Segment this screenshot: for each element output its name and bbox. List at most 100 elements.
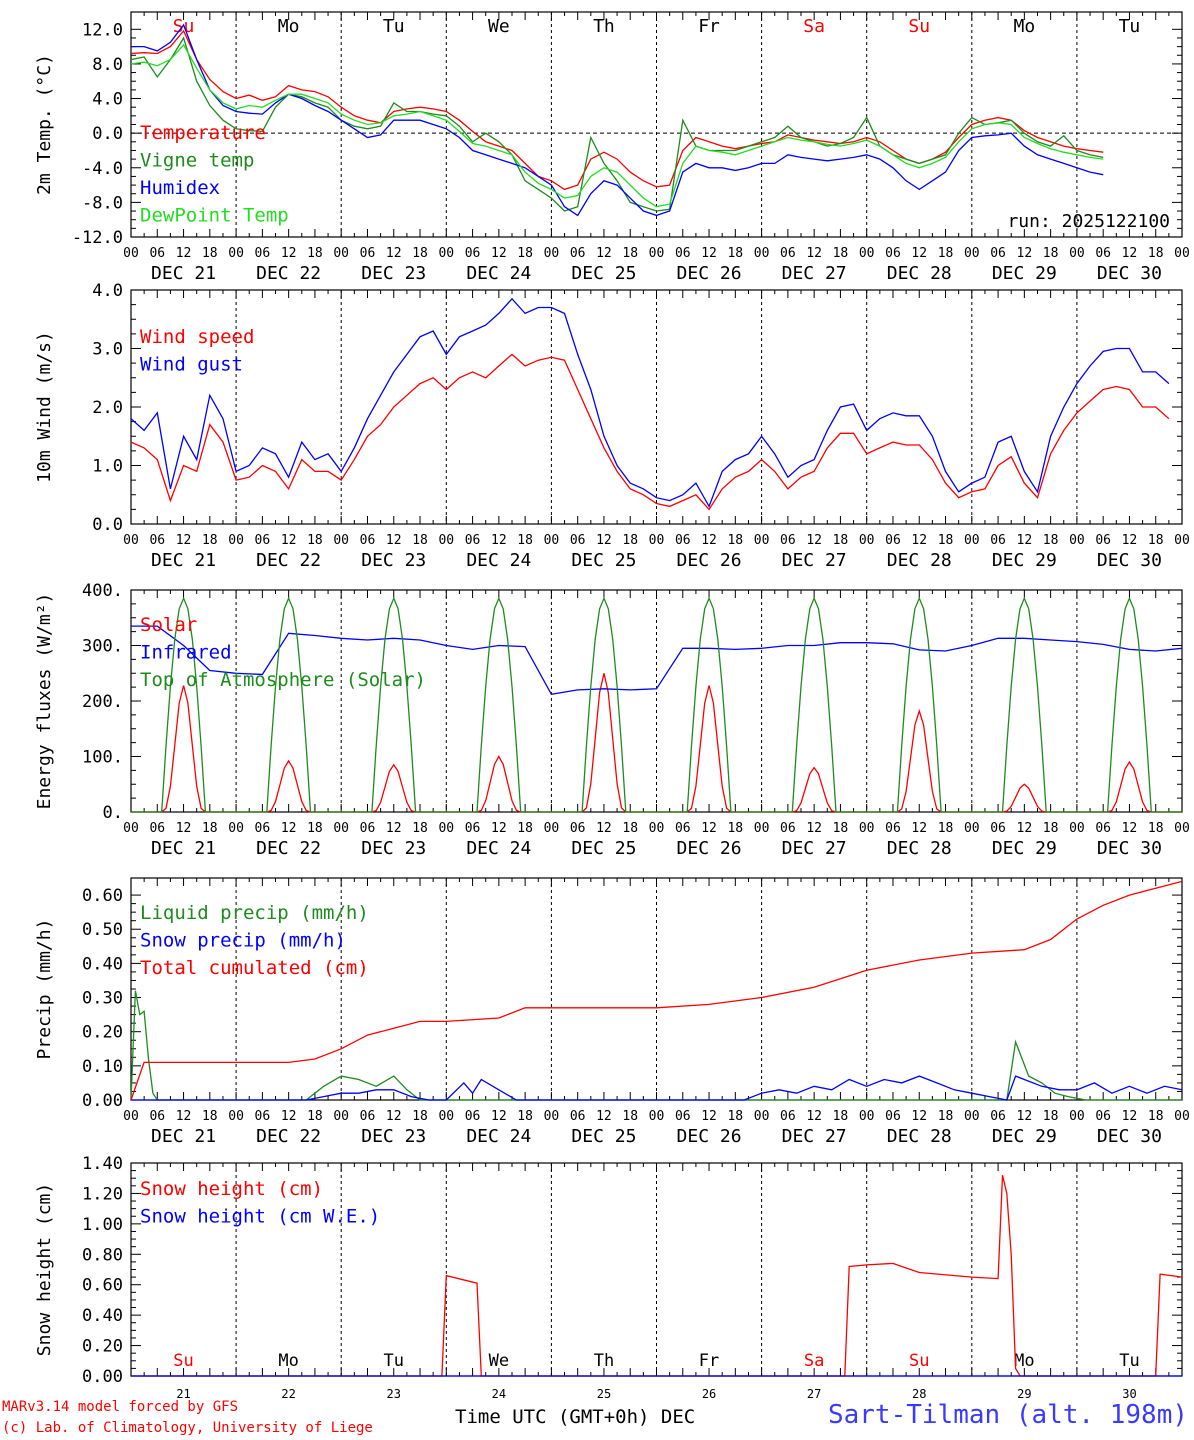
hour-tick-label: 12 <box>806 1109 822 1124</box>
hour-tick-label: 06 <box>255 533 271 548</box>
hour-tick-label: 06 <box>885 533 901 548</box>
weekday-label: Fr <box>699 1351 719 1371</box>
weekday-label: Tu <box>383 16 405 37</box>
series-line-0 <box>131 1175 1183 1377</box>
hour-tick-label: 18 <box>202 1109 218 1124</box>
date-label: DEC 29 <box>992 1126 1057 1147</box>
panel-energy: 400. 300. 200. 100. 0. Energy fluxes (W/m²) 00… <box>34 581 1190 859</box>
hour-tick-label: 12 <box>386 821 402 836</box>
series-line-1 <box>131 625 1183 696</box>
hour-tick-label: 00 <box>228 821 244 836</box>
weekday-label: Mo <box>1014 1351 1034 1371</box>
hour-tick-label: 00 <box>1174 246 1190 261</box>
hour-tick-label: 00 <box>859 821 875 836</box>
date-label: DEC 27 <box>782 263 847 284</box>
y-tick-label: 0.40 <box>82 954 123 974</box>
day-number-label: 29 <box>1017 1387 1031 1401</box>
hour-tick-label: 18 <box>938 533 954 548</box>
weekday-label: We <box>489 1351 509 1371</box>
hour-tick-label: 18 <box>202 246 218 261</box>
hour-tick-label: 06 <box>675 821 691 836</box>
hour-tick-label: 12 <box>491 1109 507 1124</box>
date-label: DEC 26 <box>677 550 742 571</box>
hour-tick-label: 18 <box>1043 1109 1059 1124</box>
weekday-label: Su <box>909 1351 929 1371</box>
hour-tick-label: 12 <box>176 246 192 261</box>
hour-tick-label: 00 <box>544 246 560 261</box>
weekday-label: Tu <box>1119 1351 1139 1371</box>
y-tick-label: 0.60 <box>82 1276 123 1296</box>
hour-tick-label: 06 <box>675 533 691 548</box>
legend-entry: Infrared <box>140 642 232 664</box>
hour-tick-label: 06 <box>885 246 901 261</box>
date-label: DEC 24 <box>466 1126 531 1147</box>
hour-tick-label: 06 <box>360 821 376 836</box>
weekday-label: Th <box>593 16 615 37</box>
day-number-label: 23 <box>387 1387 401 1401</box>
hour-tick-label: 06 <box>885 821 901 836</box>
weekday-label: Tu <box>384 1351 404 1371</box>
legend-entry: Wind speed <box>140 326 254 348</box>
day-number-label: 21 <box>176 1387 190 1401</box>
y-tick-label: 8.0 <box>92 55 123 75</box>
y-tick-label: 0.20 <box>82 1023 123 1043</box>
legend-entry: DewPoint Temp <box>140 205 289 227</box>
date-label: DEC 25 <box>571 1126 636 1147</box>
y-tick-label: 1.20 <box>82 1184 123 1204</box>
y-tick-label: 3.0 <box>92 340 123 360</box>
y-tick-label: 0. <box>103 803 123 823</box>
x-axis-title: Time UTC (GMT+0h) DEC <box>455 1406 696 1428</box>
hour-tick-label: 12 <box>176 1109 192 1124</box>
date-label: DEC 22 <box>256 550 321 571</box>
date-label: DEC 24 <box>466 550 531 571</box>
series-line-1 <box>131 1075 1183 1101</box>
hour-tick-label: 06 <box>990 533 1006 548</box>
hour-tick-label: 12 <box>1122 821 1138 836</box>
hour-tick-label: 00 <box>123 533 139 548</box>
hour-tick-label: 06 <box>990 821 1006 836</box>
hour-tick-label: 18 <box>727 1109 743 1124</box>
hour-tick-label: 06 <box>465 533 481 548</box>
hour-tick-label: 12 <box>491 246 507 261</box>
hour-tick-label: 12 <box>491 533 507 548</box>
hour-tick-label: 00 <box>964 533 980 548</box>
hour-tick-label: 12 <box>701 533 717 548</box>
hour-tick-label: 00 <box>1069 533 1085 548</box>
date-label: DEC 30 <box>1097 263 1162 284</box>
hour-tick-label: 06 <box>570 246 586 261</box>
hour-tick-label: 00 <box>754 246 770 261</box>
hour-tick-label: 12 <box>281 821 297 836</box>
hour-tick-label: 18 <box>307 821 323 836</box>
y-tick-label: 0.40 <box>82 1306 123 1326</box>
legend-entry: Liquid precip (mm/h) <box>140 902 369 924</box>
hour-tick-label: 00 <box>964 1109 980 1124</box>
date-label: DEC 25 <box>571 838 636 859</box>
day-number-label: 25 <box>597 1387 611 1401</box>
hour-tick-label: 12 <box>806 246 822 261</box>
day-number-label: 26 <box>702 1387 716 1401</box>
hour-tick-label: 06 <box>570 533 586 548</box>
hour-tick-label: 00 <box>123 246 139 261</box>
y-tick-label: 300. <box>82 637 123 657</box>
hour-tick-label: 00 <box>649 246 665 261</box>
y-tick-label: 0.60 <box>82 886 123 906</box>
y-tick-label: 2.0 <box>92 398 123 418</box>
hour-tick-label: 18 <box>202 533 218 548</box>
hour-tick-label: 00 <box>228 246 244 261</box>
hour-tick-label: 06 <box>360 1109 376 1124</box>
hour-tick-label: 18 <box>622 821 638 836</box>
hour-tick-label: 00 <box>228 533 244 548</box>
hour-tick-label: 12 <box>1017 533 1033 548</box>
weekday-label: Tu <box>1119 16 1141 37</box>
legend-entry: Snow height (cm W.E.) <box>140 1206 380 1228</box>
hour-tick-label: 06 <box>465 1109 481 1124</box>
y-tick-label: 1.40 <box>82 1154 123 1174</box>
hour-tick-label: 06 <box>570 821 586 836</box>
hour-tick-label: 18 <box>833 533 849 548</box>
weekday-label: Sa <box>803 16 825 37</box>
hour-tick-label: 12 <box>281 1109 297 1124</box>
y-tick-label: 100. <box>82 748 123 768</box>
hour-tick-label: 06 <box>780 533 796 548</box>
hour-tick-label: 18 <box>938 246 954 261</box>
